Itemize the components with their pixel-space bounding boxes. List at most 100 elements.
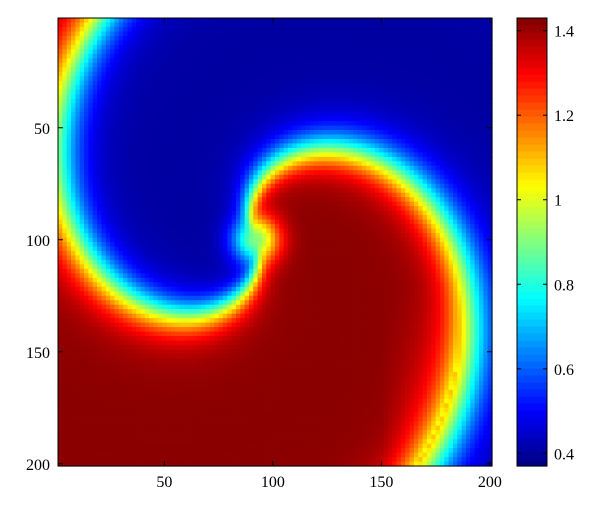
heatmap-cell (175, 49, 181, 55)
heatmap-cell (301, 138, 306, 145)
heatmap-cell (227, 237, 233, 243)
heatmap-cell (413, 98, 419, 104)
heatmap-cell (114, 174, 120, 180)
heatmap-cell (405, 22, 411, 28)
heatmap-cell (357, 40, 363, 46)
heatmap-cell (357, 67, 363, 73)
heatmap-cell (465, 49, 471, 55)
heatmap-cell (227, 116, 233, 122)
heatmap-cell (196, 161, 202, 167)
heatmap-cell (101, 53, 107, 59)
heatmap-cell (353, 215, 359, 221)
heatmap-cell (275, 219, 280, 225)
heatmap-cell (392, 188, 398, 194)
heatmap-cell (92, 58, 98, 64)
heatmap-cell (418, 40, 424, 46)
heatmap-cell (452, 192, 458, 198)
heatmap-cell (175, 138, 181, 145)
heatmap-cell (266, 143, 272, 149)
heatmap-cell (448, 233, 454, 239)
heatmap-cell (201, 49, 207, 55)
heatmap-cell (88, 152, 94, 158)
heatmap-cell (66, 201, 72, 207)
heatmap-cell (335, 103, 341, 109)
heatmap-cell (183, 35, 189, 41)
heatmap-cell (426, 210, 432, 216)
heatmap-cell (71, 147, 76, 153)
heatmap-cell (188, 35, 194, 41)
heatmap-cell (118, 116, 124, 122)
heatmap-cell (261, 89, 267, 95)
heatmap-cell (470, 85, 476, 91)
heatmap-cell (157, 98, 163, 104)
heatmap-cell (448, 228, 454, 234)
heatmap-cell (136, 76, 142, 82)
heatmap-cell (253, 76, 259, 82)
heatmap-cell (309, 134, 315, 140)
heatmap-cell (374, 85, 380, 91)
heatmap-cell (118, 40, 124, 46)
heatmap-cell (348, 89, 354, 95)
heatmap-cell (144, 197, 150, 203)
heatmap-cell (392, 201, 398, 207)
heatmap-cell (374, 107, 380, 113)
heatmap-cell (157, 219, 163, 225)
heatmap-cell (318, 67, 324, 73)
heatmap-cell (110, 152, 116, 158)
heatmap-cell (340, 71, 346, 77)
heatmap-cell (457, 206, 463, 212)
heatmap-cell (62, 125, 68, 131)
heatmap-cell (118, 125, 124, 131)
heatmap-cell (426, 49, 432, 55)
heatmap-cell (275, 26, 280, 33)
heatmap-cell (75, 138, 81, 145)
heatmap-cell (136, 85, 142, 91)
heatmap-cell (474, 125, 480, 131)
heatmap-cell (400, 89, 406, 95)
heatmap-cell (101, 156, 107, 162)
heatmap-cell (487, 219, 493, 225)
heatmap-cell (348, 156, 354, 162)
heatmap-cell (340, 116, 346, 122)
heatmap-cell (322, 89, 328, 95)
heatmap-cell (413, 89, 419, 95)
heatmap-cell (452, 44, 458, 50)
heatmap-cell (396, 237, 402, 243)
heatmap-cell (409, 125, 415, 131)
heatmap-cell (340, 94, 346, 100)
heatmap-cell (439, 67, 445, 73)
heatmap-cell (418, 116, 424, 122)
heatmap-cell (392, 18, 398, 24)
heatmap-cell (201, 224, 207, 230)
heatmap-cell (418, 67, 424, 73)
heatmap-cell (314, 49, 319, 55)
heatmap-cell (140, 138, 146, 145)
heatmap-cell (88, 71, 94, 77)
heatmap-cell (275, 18, 280, 24)
heatmap-cell (279, 67, 285, 73)
heatmap-cell (435, 31, 441, 37)
heatmap-cell (110, 71, 116, 77)
heatmap-cell (474, 219, 480, 225)
heatmap-cell (465, 174, 471, 180)
heatmap-cell (253, 201, 259, 207)
heatmap-cell (296, 161, 302, 167)
heatmap-cell (318, 107, 324, 113)
heatmap-cell (396, 49, 402, 55)
heatmap-cell (283, 26, 289, 33)
heatmap-cell (188, 143, 194, 149)
heatmap-cell (218, 71, 224, 77)
heatmap-cell (270, 183, 276, 189)
heatmap-cell (201, 58, 207, 64)
heatmap-cell (118, 183, 124, 189)
heatmap-cell (431, 206, 437, 212)
heatmap-cell (387, 71, 393, 77)
heatmap-cell (370, 138, 376, 145)
heatmap-cell (92, 237, 98, 243)
heatmap-cell (439, 201, 445, 207)
heatmap-cell (136, 161, 142, 167)
heatmap-cell (422, 76, 428, 82)
heatmap-cell (248, 44, 254, 50)
heatmap-cell (227, 233, 233, 239)
heatmap-cell (97, 98, 102, 104)
